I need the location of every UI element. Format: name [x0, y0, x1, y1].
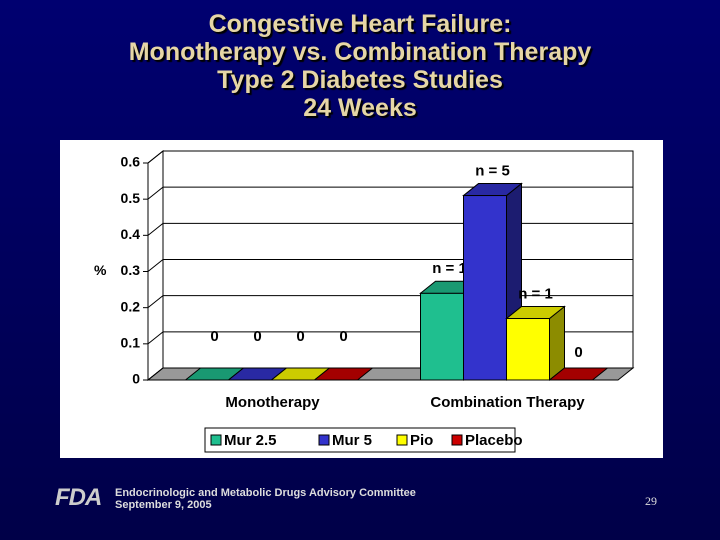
- footer-text: September 9, 2005: [115, 499, 212, 511]
- footer-text: Endocrinologic and Metabolic Drugs Advis…: [115, 487, 416, 499]
- y-tick-label: 0.4: [121, 226, 141, 242]
- bar-top: [313, 367, 374, 381]
- title-line: Congestive Heart Failure:: [208, 10, 512, 38]
- logo: FDA: [55, 484, 102, 511]
- y-tick-label: 0.6: [121, 154, 141, 170]
- y-tick-label: 0.3: [121, 262, 141, 278]
- y-tick-label: 0.5: [121, 190, 141, 206]
- bar-top: [462, 183, 523, 197]
- legend-label: Pio: [410, 432, 433, 449]
- y-tick-label: 0.1: [121, 335, 141, 351]
- y-tick-label: 0.2: [121, 298, 141, 314]
- title-line: 24 Weeks: [303, 94, 417, 122]
- title-line: Monotherapy vs. Combination Therapy: [128, 38, 592, 66]
- value-label: 0: [253, 328, 261, 345]
- legend-swatch: [451, 434, 463, 446]
- legend-label: Mur 5: [332, 432, 372, 449]
- bar: [463, 195, 507, 381]
- legend-label: Placebo: [465, 432, 523, 449]
- y-axis-label: %: [94, 262, 107, 278]
- y-tick-label: 0: [132, 371, 140, 387]
- x-tick-label: Monotherapy: [225, 394, 320, 411]
- legend-box: [204, 427, 516, 453]
- value-label: 0: [574, 344, 582, 361]
- bar-annotation: n = 1: [518, 285, 553, 302]
- title-line: Type 2 Diabetes Studies: [217, 66, 503, 94]
- page-number: 29: [645, 494, 657, 508]
- legend-label: Mur 2.5: [224, 432, 277, 449]
- bar-annotation: n = 1: [432, 260, 467, 277]
- legend-swatch: [318, 434, 330, 446]
- legend-swatch: [210, 434, 222, 446]
- value-label: 0: [296, 328, 304, 345]
- bar-top: [505, 306, 566, 320]
- bar: [420, 292, 464, 381]
- bar-annotation: n = 5: [475, 163, 510, 180]
- x-tick-label: Combination Therapy: [430, 394, 585, 411]
- legend-swatch: [396, 434, 408, 446]
- value-label: 0: [339, 328, 347, 345]
- grid-line: [147, 150, 633, 164]
- bar-side: [549, 305, 565, 382]
- value-label: 0: [210, 328, 218, 345]
- bar-top: [548, 367, 609, 381]
- bar: [506, 318, 550, 381]
